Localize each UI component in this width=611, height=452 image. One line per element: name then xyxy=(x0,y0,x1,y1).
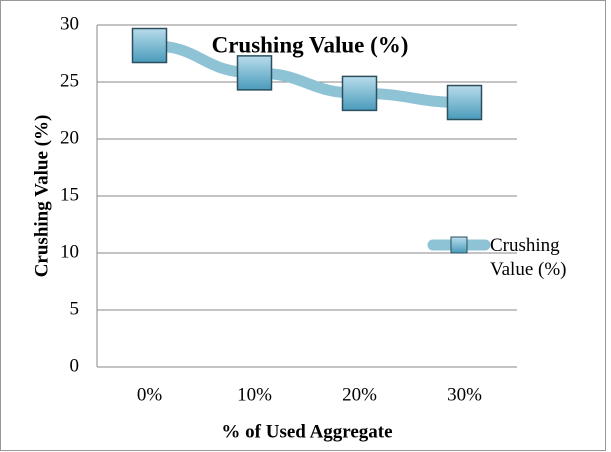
y-tick-label: 30 xyxy=(60,13,79,34)
chart-title: Crushing Value (%) xyxy=(212,32,409,57)
x-tick-label: 10% xyxy=(237,384,272,405)
y-axis-label: Crushing Value (%) xyxy=(31,115,52,278)
y-tick-label: 0 xyxy=(70,355,80,376)
y-tick-label: 15 xyxy=(60,184,79,205)
legend-marker xyxy=(450,236,468,254)
marker xyxy=(341,75,378,112)
y-tick-label: 20 xyxy=(60,127,79,148)
y-tick-label: 25 xyxy=(60,70,79,91)
y-tick-label: 5 xyxy=(70,298,80,319)
y-tick-label: 10 xyxy=(60,241,79,262)
marker xyxy=(236,55,273,91)
x-tick-label: 0% xyxy=(137,384,163,405)
marker xyxy=(446,84,483,121)
x-tick-label: 20% xyxy=(342,384,377,405)
x-tick-label: 30% xyxy=(447,384,482,405)
legend-label: Crushing Value (%) xyxy=(490,235,567,280)
marker xyxy=(131,27,168,64)
series-line xyxy=(144,40,470,109)
x-axis-label: % of Used Aggregate xyxy=(221,421,392,442)
